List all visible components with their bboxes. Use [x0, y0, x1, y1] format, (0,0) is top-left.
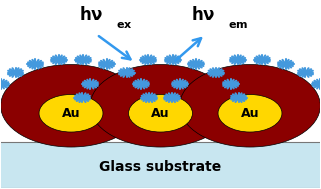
Circle shape [1, 64, 141, 147]
Bar [0, 142, 321, 188]
Text: Au: Au [241, 107, 259, 120]
Text: $\bf{ex}$: $\bf{ex}$ [116, 20, 132, 30]
Text: Glass substrate: Glass substrate [100, 160, 221, 174]
Circle shape [180, 64, 320, 147]
Text: $\bf{h\nu}$: $\bf{h\nu}$ [191, 6, 215, 24]
Text: Au: Au [62, 107, 80, 120]
Text: $\bf{em}$: $\bf{em}$ [228, 20, 248, 30]
Circle shape [218, 94, 282, 132]
Circle shape [128, 94, 193, 132]
Text: Au: Au [151, 107, 170, 120]
Text: $\bf{h\nu}$: $\bf{h\nu}$ [79, 6, 103, 24]
Circle shape [90, 64, 231, 147]
Circle shape [39, 94, 103, 132]
